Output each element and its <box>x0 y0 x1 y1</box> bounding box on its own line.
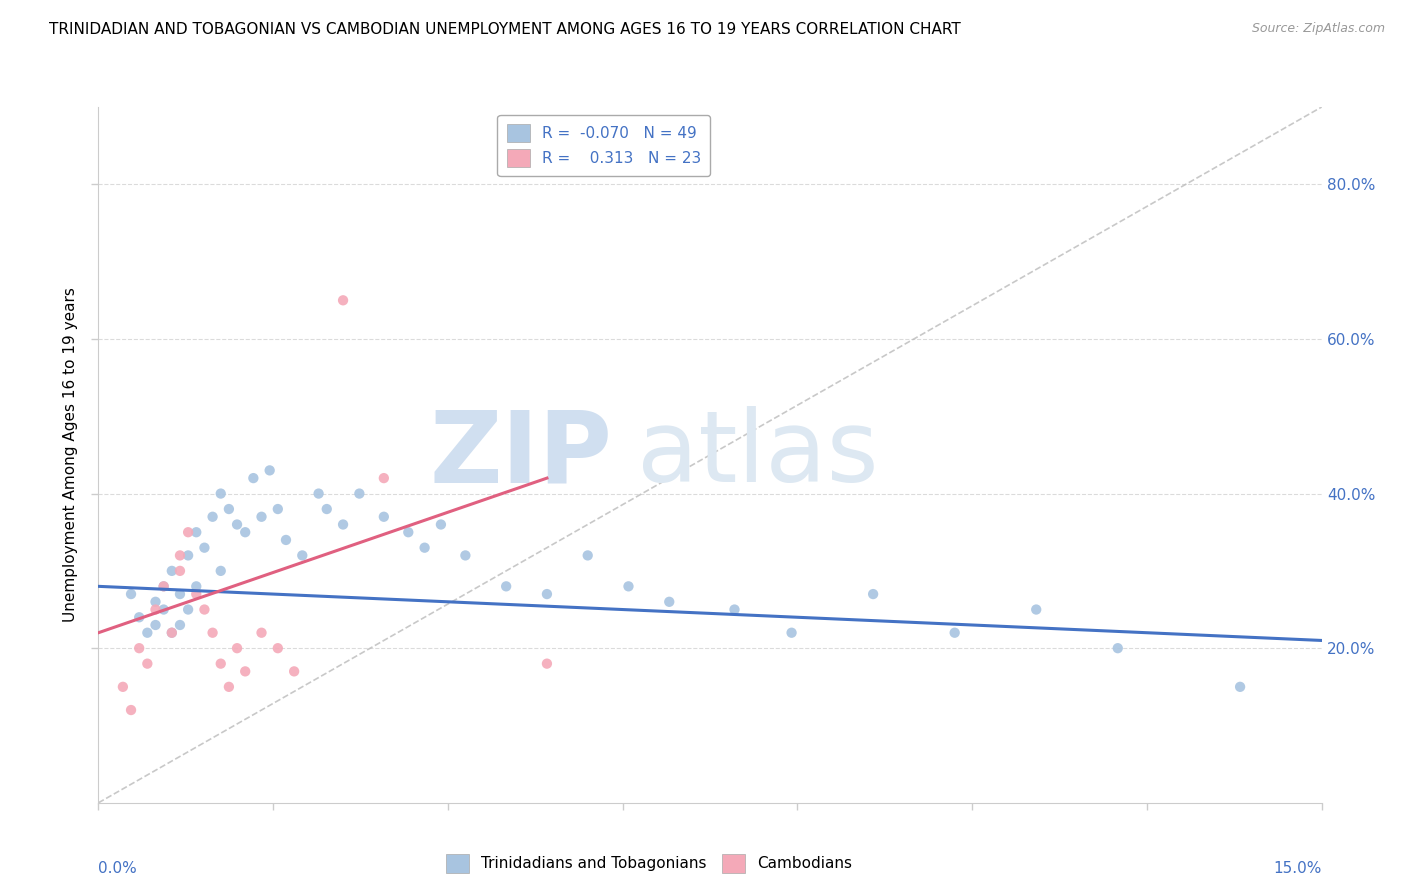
Point <box>274 533 297 547</box>
Legend: Trinidadians and Tobagonians, Cambodians: Trinidadians and Tobagonians, Cambodians <box>440 847 858 879</box>
Point <box>160 625 183 640</box>
Point <box>1107 641 1129 656</box>
Point <box>495 579 517 593</box>
Point <box>218 680 240 694</box>
Point <box>943 625 966 640</box>
Point <box>169 549 191 563</box>
Point <box>201 625 224 640</box>
Point <box>120 703 142 717</box>
Point <box>332 293 354 308</box>
Point <box>186 579 208 593</box>
Point <box>413 541 436 555</box>
Point <box>1229 680 1251 694</box>
Text: TRINIDADIAN AND TOBAGONIAN VS CAMBODIAN UNEMPLOYMENT AMONG AGES 16 TO 19 YEARS C: TRINIDADIAN AND TOBAGONIAN VS CAMBODIAN … <box>49 22 960 37</box>
Point <box>111 680 134 694</box>
Point <box>177 602 200 616</box>
Point <box>177 525 200 540</box>
Point <box>186 525 208 540</box>
Point <box>120 587 142 601</box>
Point <box>373 471 395 485</box>
Point <box>218 502 240 516</box>
Point <box>177 549 200 563</box>
Text: Source: ZipAtlas.com: Source: ZipAtlas.com <box>1251 22 1385 36</box>
Point <box>617 579 640 593</box>
Y-axis label: Unemployment Among Ages 16 to 19 years: Unemployment Among Ages 16 to 19 years <box>63 287 79 623</box>
Point <box>201 509 224 524</box>
Point <box>169 618 191 632</box>
Point <box>233 525 256 540</box>
Point <box>242 471 264 485</box>
Point <box>259 463 281 477</box>
Point <box>233 665 256 679</box>
Point <box>250 625 273 640</box>
Point <box>209 486 232 500</box>
Point <box>128 641 150 656</box>
Point <box>373 509 395 524</box>
Point <box>250 509 273 524</box>
Point <box>267 641 290 656</box>
Point <box>430 517 453 532</box>
Point <box>145 602 167 616</box>
Point <box>152 602 174 616</box>
Point <box>658 595 681 609</box>
Point <box>862 587 884 601</box>
Point <box>160 625 183 640</box>
Point <box>186 587 208 601</box>
Point <box>1025 602 1047 616</box>
Point <box>723 602 745 616</box>
Point <box>454 549 477 563</box>
Point <box>209 657 232 671</box>
Point <box>160 564 183 578</box>
Point <box>152 579 174 593</box>
Point <box>536 587 558 601</box>
Point <box>193 602 215 616</box>
Point <box>226 641 249 656</box>
Point <box>169 564 191 578</box>
Point <box>536 657 558 671</box>
Point <box>576 549 599 563</box>
Point <box>145 618 167 632</box>
Point <box>226 517 249 532</box>
Point <box>152 579 174 593</box>
Point <box>283 665 305 679</box>
Text: ZIP: ZIP <box>429 407 612 503</box>
Point <box>169 587 191 601</box>
Text: atlas: atlas <box>637 407 879 503</box>
Point <box>308 486 330 500</box>
Text: 0.0%: 0.0% <box>98 861 138 876</box>
Point <box>396 525 419 540</box>
Point <box>267 502 290 516</box>
Point <box>209 564 232 578</box>
Point <box>193 541 215 555</box>
Point <box>780 625 803 640</box>
Point <box>136 657 159 671</box>
Point <box>315 502 337 516</box>
Point <box>349 486 371 500</box>
Point <box>145 595 167 609</box>
Point <box>332 517 354 532</box>
Text: 15.0%: 15.0% <box>1274 861 1322 876</box>
Point <box>128 610 150 624</box>
Point <box>291 549 314 563</box>
Point <box>136 625 159 640</box>
